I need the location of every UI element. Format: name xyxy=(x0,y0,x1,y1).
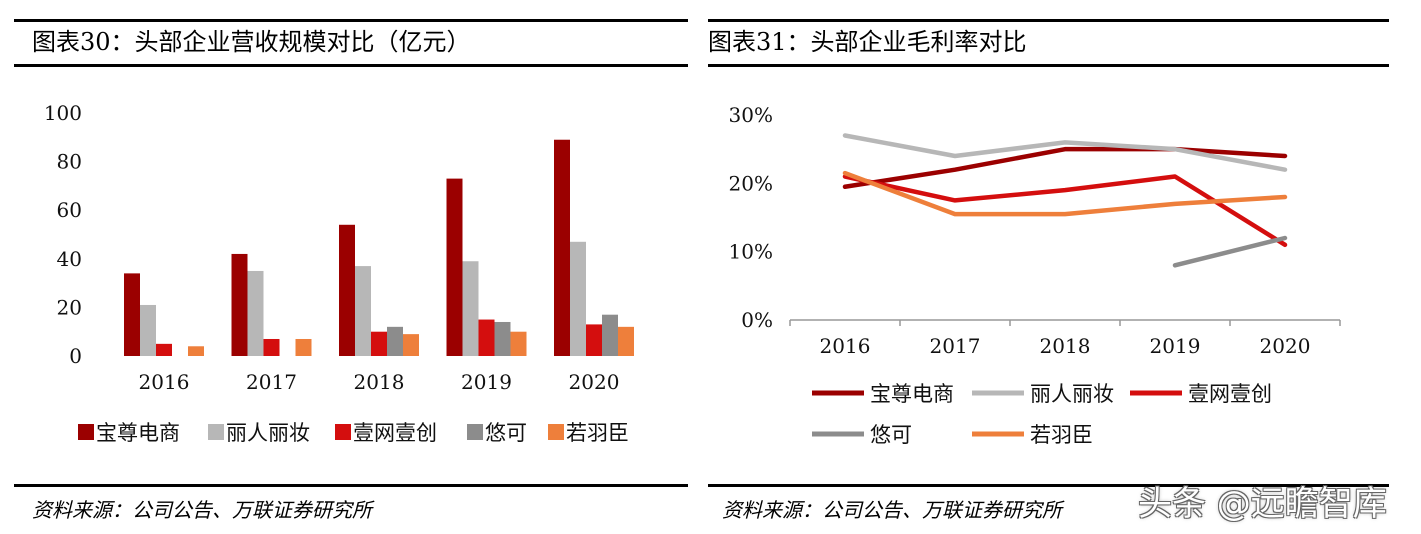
x-tick-label: 2016 xyxy=(820,334,871,358)
bar xyxy=(494,321,511,356)
legend-label: 悠可 xyxy=(870,423,912,447)
bar xyxy=(371,331,387,356)
bar xyxy=(295,338,312,356)
bar xyxy=(188,346,204,356)
series-line xyxy=(842,146,1288,189)
series-line xyxy=(842,133,1288,172)
bar xyxy=(355,266,371,356)
bar xyxy=(263,338,280,356)
x-tick-label: 2018 xyxy=(1040,334,1091,358)
x-tick-label: 2019 xyxy=(461,370,512,394)
left-bottom-rule xyxy=(14,484,688,487)
y-tick-label: 30% xyxy=(729,103,773,127)
y-tick-label: 0 xyxy=(69,344,82,368)
y-tick-label: 40 xyxy=(57,247,82,271)
y-tick-label: 10% xyxy=(729,240,773,264)
bar xyxy=(570,241,586,356)
legend-label: 宝尊电商 xyxy=(870,382,954,406)
left-chart-title: 图表30：头部企业营收规模对比（亿元） xyxy=(32,28,471,56)
legend-swatch xyxy=(335,424,351,440)
bar xyxy=(478,319,495,356)
bar xyxy=(247,270,264,356)
left-source-note: 资料来源：公司公告、万联证券研究所 xyxy=(32,498,372,522)
bar xyxy=(231,253,248,356)
x-tick-label: 2016 xyxy=(139,370,190,394)
gross-margin-line-chart: 0% 10% 20% 30% 2016 2017 2018 2019 2020 宝尊电商 丽人丽妆 壹… xyxy=(729,103,1341,447)
legend-swatch xyxy=(548,424,564,440)
legend-label: 壹网壹创 xyxy=(353,421,437,445)
legend-label: 丽人丽妆 xyxy=(1030,382,1114,406)
x-tick-label: 2019 xyxy=(1150,334,1201,358)
bar xyxy=(156,343,172,356)
y-tick-label: 20% xyxy=(729,171,773,195)
y-tick-label: 100 xyxy=(44,101,82,125)
bar xyxy=(124,273,140,356)
legend-label: 若羽臣 xyxy=(566,421,629,445)
right-chart-title: 图表31：头部企业毛利率对比 xyxy=(708,28,1027,56)
x-tick-label: 2020 xyxy=(569,370,620,394)
legend-swatch xyxy=(78,424,94,440)
right-top-rule xyxy=(708,19,1389,22)
bar xyxy=(586,324,602,356)
revenue-bar-chart: 0 20 40 60 80 100 2016 2017 2018 2019 2020 宝尊电商 丽人丽妆… xyxy=(44,101,634,445)
bar xyxy=(618,326,634,356)
legend-label: 壹网壹创 xyxy=(1188,382,1272,406)
left-top-rule xyxy=(14,19,688,22)
bar xyxy=(339,224,355,356)
x-tick-label: 2017 xyxy=(930,334,981,358)
y-tick-label: 0% xyxy=(741,308,773,332)
x-tick-label: 2018 xyxy=(354,370,405,394)
right-source-note: 资料来源：公司公告、万联证券研究所 xyxy=(722,498,1062,522)
y-tick-label: 60 xyxy=(57,198,82,222)
watermark: 头条 @远瞻智库 xyxy=(1138,484,1387,524)
series-line xyxy=(1172,235,1288,268)
legend-swatch xyxy=(467,424,483,440)
legend-label: 宝尊电商 xyxy=(96,421,180,445)
legend-label: 悠可 xyxy=(485,421,527,445)
right-title-underline xyxy=(708,64,1389,67)
legend-label: 丽人丽妆 xyxy=(226,421,310,445)
bar xyxy=(462,261,479,356)
x-tick-label: 2017 xyxy=(246,370,297,394)
series-line xyxy=(842,174,1288,248)
bar xyxy=(387,326,403,356)
bar xyxy=(554,139,570,356)
bar xyxy=(446,178,463,356)
x-tick-label: 2020 xyxy=(1260,334,1311,358)
legend-label: 若羽臣 xyxy=(1030,423,1093,447)
series-line xyxy=(842,170,1288,217)
y-tick-label: 20 xyxy=(57,295,82,319)
bar xyxy=(510,331,527,356)
bar xyxy=(403,334,419,356)
bar xyxy=(602,314,618,356)
legend-swatch xyxy=(208,424,224,440)
left-title-underline xyxy=(14,64,688,67)
y-tick-label: 80 xyxy=(57,150,82,174)
bar xyxy=(140,304,156,356)
right-bottom-rule xyxy=(708,484,1389,487)
